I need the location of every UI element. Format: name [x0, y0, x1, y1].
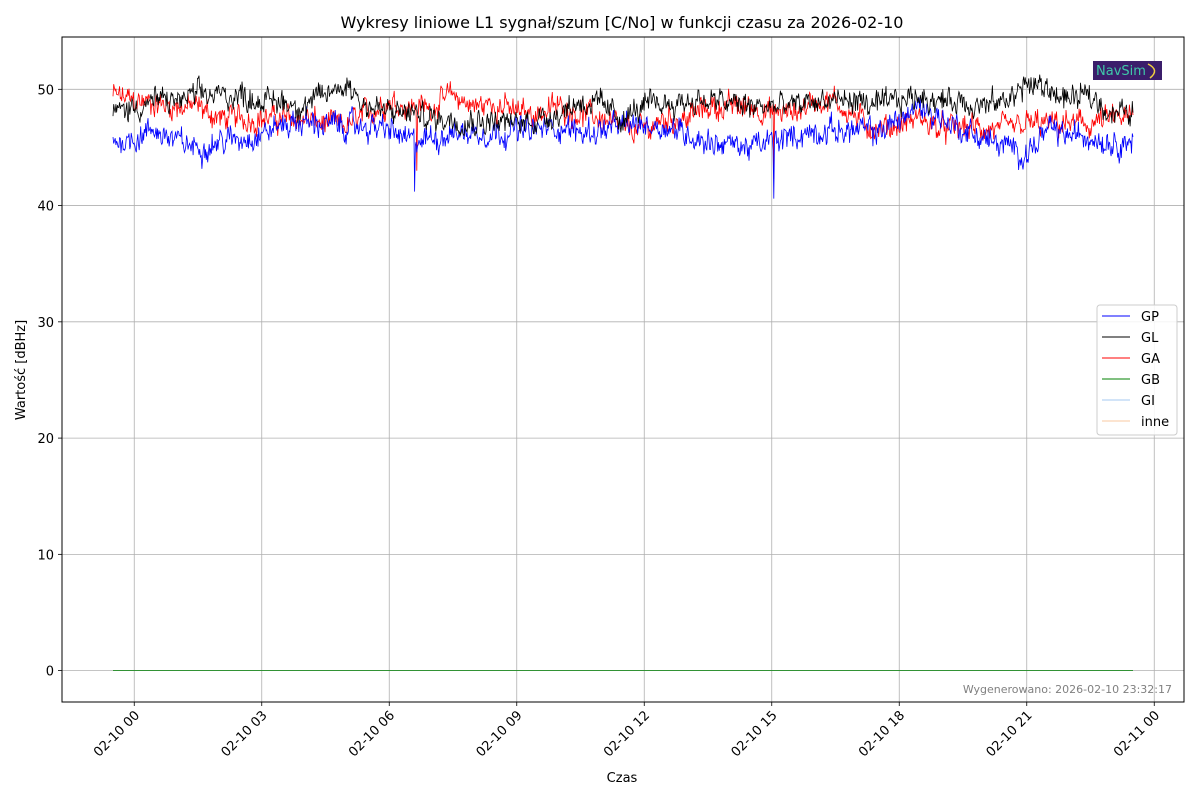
legend-box [1096, 304, 1178, 436]
plot-frame [61, 36, 1185, 703]
x-axis-label: Czas [607, 771, 638, 786]
logo-text: NavSim [1096, 64, 1146, 79]
series-line-gl [112, 74, 1134, 137]
series-lines [112, 74, 1134, 671]
logo: NavSim [1093, 61, 1162, 80]
y-tick-label: 20 [37, 432, 54, 447]
logo-background [1093, 61, 1162, 80]
logo-swoosh-icon [1147, 63, 1156, 79]
y-tick-label: 50 [37, 83, 54, 98]
legend-label: GB [1141, 373, 1160, 388]
legend-label: inne [1141, 415, 1169, 430]
y-tick-label: 40 [37, 200, 54, 215]
legend-label: GI [1141, 394, 1155, 409]
legend-label: GP [1141, 310, 1159, 325]
y-ticks: 0 10 20 30 40 50 [37, 83, 62, 680]
legend: GP GL GA GB GI inne [1096, 304, 1178, 436]
y-tick-label: 0 [46, 665, 54, 680]
generated-timestamp: Wygenerowano: 2026-02-10 23:32:17 [963, 683, 1172, 696]
legend-label: GL [1141, 331, 1159, 346]
chart-title: Wykresy liniowe L1 sygnał/szum [C/No] w … [341, 13, 904, 32]
y-tick-label: 30 [37, 316, 54, 331]
y-axis-label: Wartość [dBHz] [14, 320, 29, 420]
y-tick-label: 10 [37, 548, 54, 563]
legend-label: GA [1141, 352, 1160, 367]
